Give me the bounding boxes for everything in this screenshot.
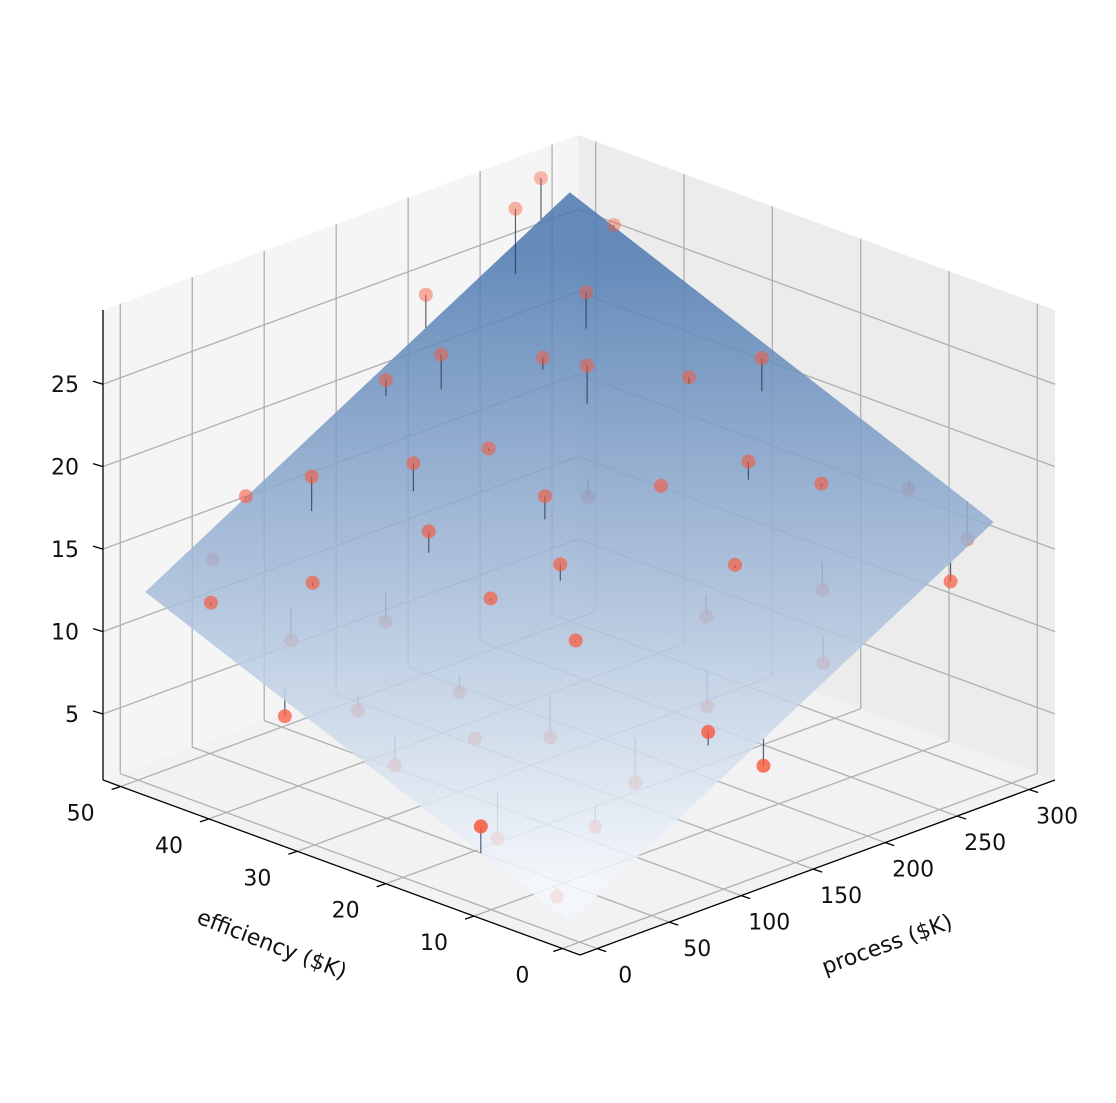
- y-tick: [553, 947, 563, 953]
- point: [434, 347, 449, 362]
- z-tick-label: 20: [51, 456, 79, 481]
- point: [508, 201, 523, 216]
- y-tick: [111, 785, 121, 791]
- x-tick-label: 0: [618, 964, 632, 989]
- x-axis-label: process ($K): [819, 910, 956, 980]
- y-axis-line: [102, 779, 581, 956]
- point: [537, 489, 552, 504]
- x-tick-label: 300: [1036, 805, 1078, 830]
- z-tick: [92, 710, 104, 715]
- x-tick: [812, 868, 823, 873]
- point: [814, 476, 829, 491]
- point: [304, 469, 319, 484]
- grid-line: [562, 772, 1038, 950]
- point: [238, 489, 253, 504]
- point: [418, 287, 433, 302]
- x-tick: [741, 894, 751, 900]
- grid-line: [577, 208, 1056, 385]
- point: [277, 709, 292, 724]
- point: [754, 351, 769, 366]
- y-tick-label: 10: [420, 931, 448, 956]
- y-tick-label: 30: [243, 866, 271, 891]
- x-tick-label: 250: [964, 831, 1006, 856]
- y-tick-label: 0: [515, 964, 529, 989]
- point: [421, 524, 436, 539]
- point: [654, 478, 669, 493]
- x-tick: [669, 921, 679, 926]
- point: [535, 350, 550, 365]
- point: [756, 758, 771, 773]
- x-tick-label: 200: [892, 858, 934, 883]
- grid-line: [102, 208, 579, 385]
- point: [406, 456, 421, 471]
- point: [378, 373, 393, 388]
- point: [483, 591, 498, 606]
- point: [568, 633, 583, 648]
- z-tick: [92, 463, 104, 468]
- x-tick: [1028, 788, 1039, 794]
- z-tick: [92, 380, 104, 385]
- x-tick: [884, 841, 895, 847]
- y-tick: [464, 915, 475, 920]
- z-tick-label: 10: [51, 621, 79, 646]
- y-tick-label: 20: [332, 899, 360, 924]
- point: [727, 557, 742, 572]
- point: [943, 574, 958, 589]
- point: [533, 171, 548, 186]
- point: [701, 725, 716, 740]
- regression-surface: [145, 192, 994, 922]
- x-tick-label: 50: [683, 937, 711, 962]
- point: [579, 285, 594, 300]
- x-tick-label: 100: [748, 911, 790, 936]
- x-tick: [956, 815, 967, 820]
- x-axis-line: [579, 779, 1056, 956]
- x-tick-label: 150: [820, 884, 862, 909]
- x-tick: [597, 948, 607, 953]
- point: [305, 575, 320, 590]
- point: [741, 454, 756, 469]
- y-tick-label: 40: [155, 834, 183, 859]
- y-tick: [199, 818, 210, 823]
- point: [606, 217, 621, 232]
- point: [481, 441, 496, 456]
- point: [473, 819, 488, 834]
- y-tick-label: 50: [67, 801, 95, 826]
- point: [203, 595, 218, 610]
- point: [580, 358, 595, 373]
- z-tick-label: 25: [51, 373, 79, 398]
- z-tick: [92, 545, 104, 550]
- z-tick-label: 15: [51, 538, 79, 563]
- y-axis-label: efficiency ($K): [193, 905, 350, 985]
- z-tick: [92, 627, 104, 633]
- point: [681, 370, 696, 385]
- grid-line: [120, 773, 598, 950]
- y-tick: [376, 883, 386, 888]
- y-tick: [288, 850, 298, 855]
- z-tick-label: 5: [65, 703, 79, 728]
- point: [553, 557, 568, 572]
